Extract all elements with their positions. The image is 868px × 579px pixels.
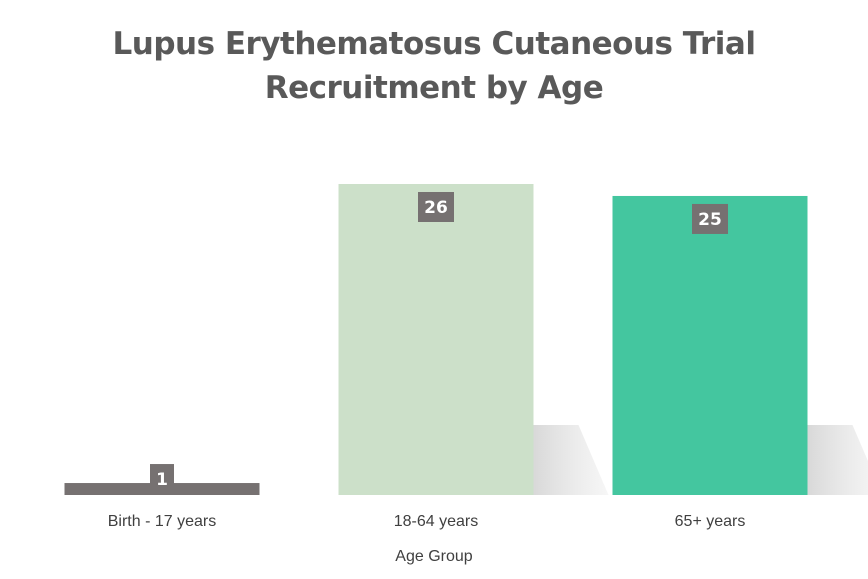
data-label-box — [418, 192, 454, 222]
data-label: 25 — [698, 210, 722, 230]
bar-2 — [338, 184, 534, 495]
x-tick-label: 65+ years — [675, 513, 746, 530]
chart-title: Lupus Erythematosus Cutaneous Trial Recr… — [0, 22, 868, 110]
chart-title-line-2: Recruitment by Age — [264, 70, 604, 106]
data-label: 1 — [156, 470, 168, 490]
x-axis-ticks: Birth - 17 years 18-64 years 65+ years — [108, 513, 746, 530]
data-label-box — [150, 464, 174, 495]
data-label: 26 — [424, 198, 448, 218]
x-axis-title: Age Group — [395, 548, 472, 565]
data-label-box — [692, 203, 728, 234]
bar-3 — [612, 195, 808, 495]
chart-title-line-1: Lupus Erythematosus Cutaneous Trial — [112, 26, 756, 62]
x-tick-label: 18-64 years — [394, 513, 479, 530]
x-tick-label: Birth - 17 years — [108, 513, 216, 530]
bar-shadow — [807, 425, 868, 495]
data-labels: 1 26 25 — [150, 192, 728, 495]
bars — [64, 184, 808, 495]
bar-shadows — [533, 425, 868, 495]
bar-shadow — [533, 425, 609, 495]
